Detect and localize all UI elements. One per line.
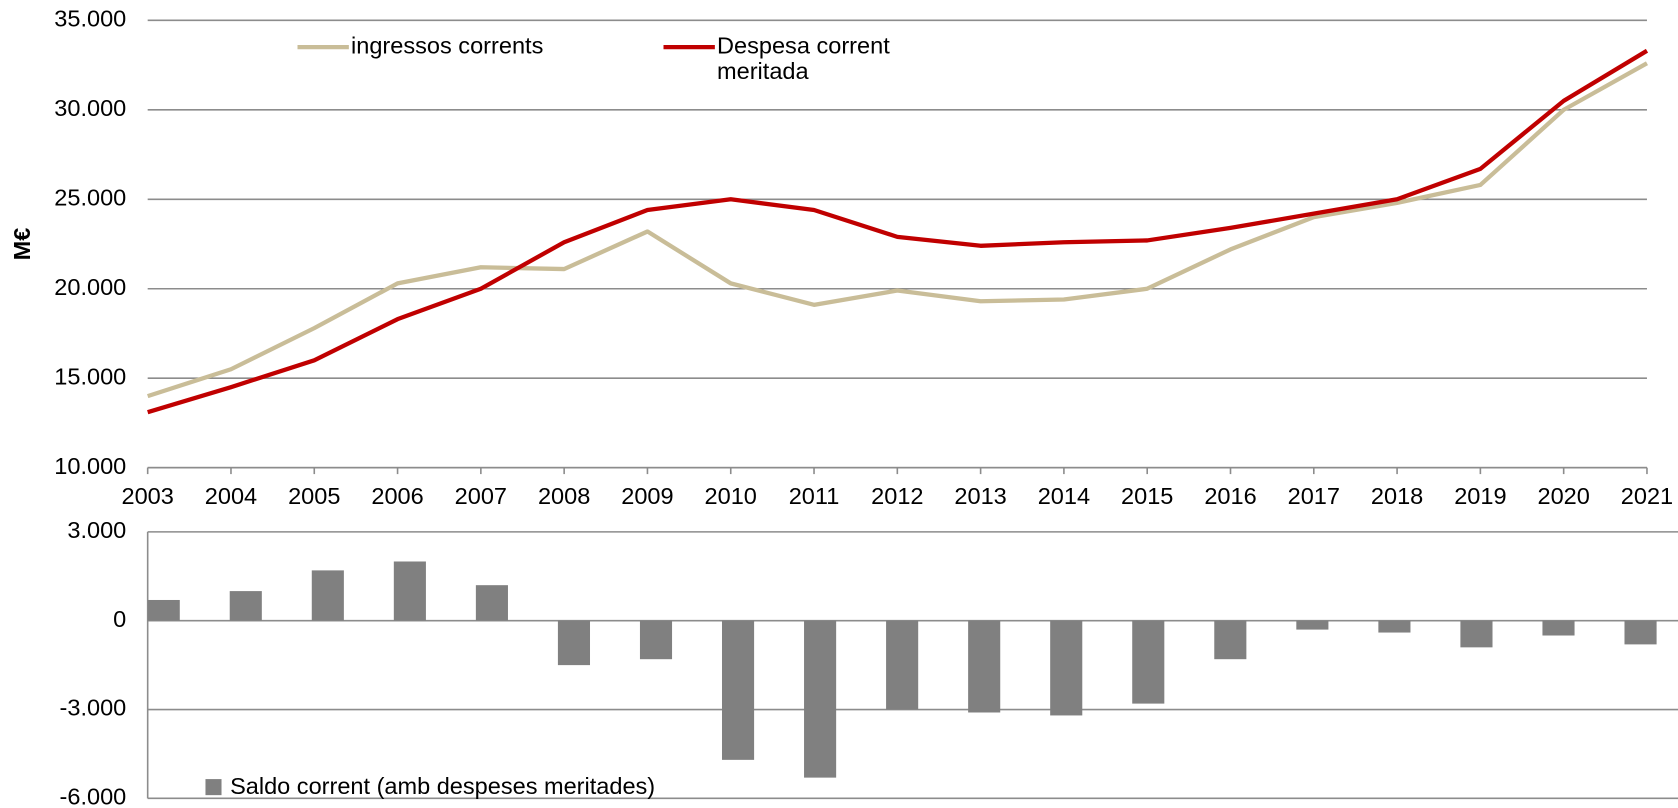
x-tick-label: 2008 [538, 483, 590, 509]
bar [1296, 620, 1329, 630]
bar [1050, 620, 1083, 716]
x-tick-label: 2007 [455, 483, 507, 509]
legend-entry: ingressos corrents [351, 33, 544, 59]
legend-label: ingressos corrents [351, 33, 544, 59]
x-tick-label: 2012 [871, 483, 923, 509]
bar [557, 620, 591, 666]
series-line [147, 48, 1649, 415]
legend-swatch [205, 779, 222, 796]
bar [886, 620, 919, 710]
bar [721, 620, 755, 760]
bar [1624, 620, 1657, 645]
bar [639, 620, 673, 660]
x-tick-label: 2006 [371, 483, 423, 509]
bar [804, 620, 837, 778]
x-tick-label: 2011 [789, 483, 840, 509]
bar [968, 620, 1001, 713]
bar [475, 585, 508, 621]
bar [393, 561, 426, 621]
x-tick-label: 2004 [205, 483, 257, 509]
x-tick-label: 2019 [1454, 483, 1506, 509]
bar [1378, 620, 1411, 633]
y-tick-label: 25.000 [54, 184, 126, 210]
y-tick-label: 30.000 [54, 95, 126, 121]
x-tick-label: 2013 [954, 483, 1006, 509]
x-tick-label: 2005 [288, 483, 340, 509]
y-tick-label: 10.000 [54, 453, 126, 479]
y-axis-label: M€ [9, 228, 35, 261]
x-tick-label: 2018 [1371, 483, 1423, 509]
y-tick-label: 15.000 [54, 363, 126, 389]
y-tick-label: 20.000 [54, 274, 126, 300]
bar [1460, 620, 1493, 648]
bar [1542, 620, 1575, 636]
bar [229, 591, 262, 621]
x-tick-label: 2017 [1288, 483, 1340, 509]
x-tick-label: 2009 [621, 483, 673, 509]
x-tick-label: 2021 [1621, 483, 1673, 509]
y-tick-label: -3.000 [60, 695, 127, 721]
legend-label: Despesa corrent meritada [717, 33, 890, 85]
y-tick-label: 0 [113, 606, 126, 632]
y-tick-label: 3.000 [67, 517, 126, 543]
bar [1132, 620, 1165, 704]
legend-entry: Despesa corrent meritada [717, 33, 890, 85]
bar [1214, 620, 1247, 660]
bar [147, 599, 180, 621]
x-tick-label: 2003 [122, 483, 174, 509]
legend-label: Saldo corrent (amb despeses meritades) [230, 773, 655, 799]
x-tick-label: 2016 [1204, 483, 1256, 509]
x-tick-label: 2020 [1537, 483, 1589, 509]
y-tick-label: -6.000 [60, 784, 127, 808]
x-tick-label: 2015 [1121, 483, 1173, 509]
x-tick-label: 2010 [705, 483, 757, 509]
y-tick-label: 35.000 [54, 6, 126, 32]
series-line [147, 61, 1649, 399]
x-tick-label: 2014 [1038, 483, 1090, 509]
bar [311, 570, 344, 621]
